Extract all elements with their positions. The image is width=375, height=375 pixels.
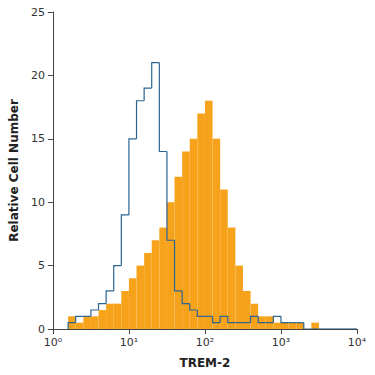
svg-text:20: 20 bbox=[31, 69, 45, 82]
svg-text:10: 10 bbox=[31, 196, 45, 209]
svg-text:5: 5 bbox=[38, 259, 45, 272]
svg-text:TREM-2: TREM-2 bbox=[179, 356, 230, 370]
svg-text:10³: 10³ bbox=[272, 336, 290, 349]
svg-text:15: 15 bbox=[31, 132, 45, 145]
svg-text:10⁰: 10⁰ bbox=[44, 336, 63, 349]
svg-text:25: 25 bbox=[31, 6, 45, 19]
svg-text:10¹: 10¹ bbox=[120, 336, 138, 349]
svg-text:0: 0 bbox=[38, 323, 45, 336]
svg-text:10²: 10² bbox=[196, 336, 214, 349]
svg-text:10⁴: 10⁴ bbox=[348, 336, 367, 349]
svg-text:Relative Cell Number: Relative Cell Number bbox=[7, 99, 21, 242]
